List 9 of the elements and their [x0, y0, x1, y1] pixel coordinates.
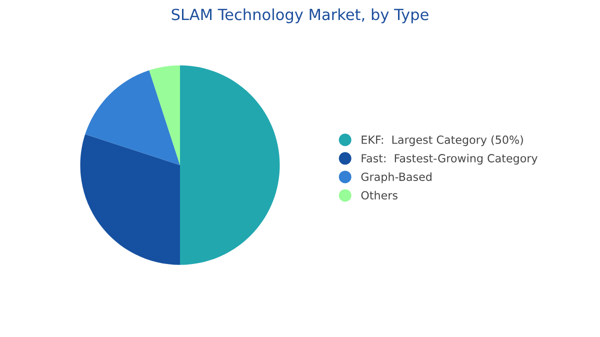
- legend-label: EKF: Largest Category (50%): [362, 135, 523, 146]
- legend-label: Fast: Fastest-Growing Category: [362, 154, 538, 165]
- pie-slice: [85, 70, 180, 166]
- legend-label: Graph-Based: [361, 172, 432, 184]
- pie-slice: [80, 134, 180, 265]
- pie-slice: [180, 65, 280, 265]
- legend-label: Others: [361, 190, 398, 200]
- chart-title: SLAM Technology Market, by Type: [172, 8, 428, 24]
- pie-slice: [149, 65, 180, 166]
